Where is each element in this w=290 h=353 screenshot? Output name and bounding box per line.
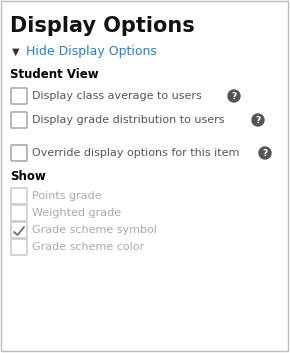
Text: Hide Display Options: Hide Display Options [26,46,157,59]
Text: ?: ? [231,92,237,101]
Text: Weighted grade: Weighted grade [32,208,121,218]
Text: ?: ? [255,116,261,125]
Text: Grade scheme color: Grade scheme color [32,242,144,252]
FancyBboxPatch shape [11,239,27,255]
FancyBboxPatch shape [11,188,27,204]
FancyBboxPatch shape [11,205,27,221]
FancyBboxPatch shape [11,145,27,161]
Text: ?: ? [262,149,268,158]
Text: Points grade: Points grade [32,191,102,201]
FancyBboxPatch shape [11,222,27,238]
FancyBboxPatch shape [11,112,27,128]
Text: ▼: ▼ [12,47,19,57]
Text: Display class average to users: Display class average to users [32,91,202,101]
Text: Grade scheme symbol: Grade scheme symbol [32,225,157,235]
Text: Show: Show [10,170,46,184]
Text: Student View: Student View [10,67,99,80]
Circle shape [259,147,271,159]
Circle shape [228,90,240,102]
Text: Display grade distribution to users: Display grade distribution to users [32,115,224,125]
FancyBboxPatch shape [11,88,27,104]
Text: Display Options: Display Options [10,16,195,36]
Circle shape [252,114,264,126]
Text: Override display options for this item: Override display options for this item [32,148,239,158]
